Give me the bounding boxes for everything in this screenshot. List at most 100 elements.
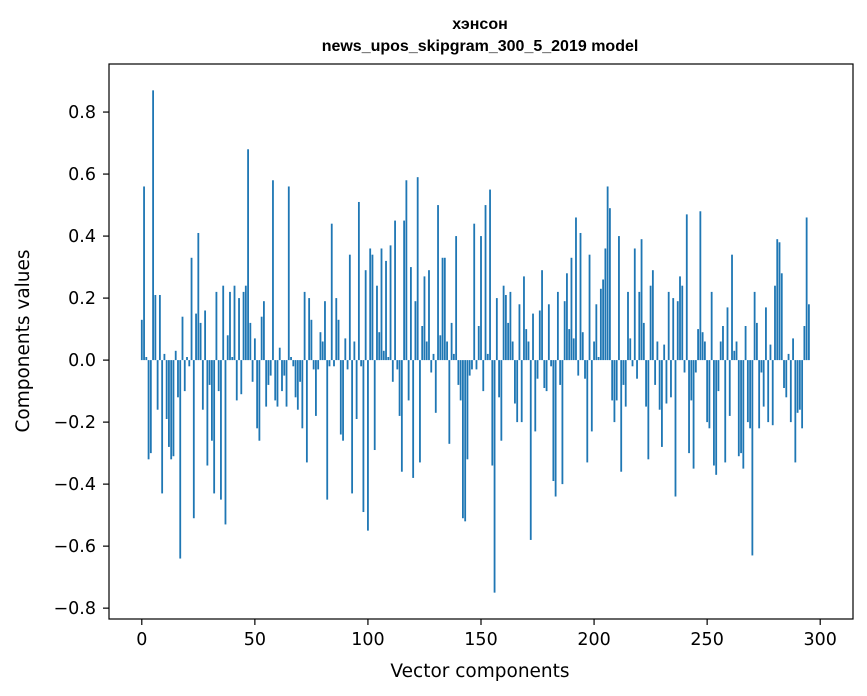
bar-23 — [192, 360, 195, 519]
bar-57 — [269, 360, 272, 376]
bar-137 — [450, 322, 453, 361]
bar-288 — [792, 338, 794, 361]
bar-211 — [618, 236, 620, 361]
bar-149 — [477, 326, 480, 361]
bar-283 — [780, 273, 783, 361]
bar-25 — [197, 232, 200, 361]
bar-204 — [602, 279, 605, 361]
bar-86 — [335, 298, 338, 361]
bar-268 — [746, 360, 749, 423]
bar-125 — [423, 276, 426, 361]
bar-163 — [509, 291, 512, 361]
bar-282 — [778, 242, 781, 361]
bar-52 — [258, 360, 261, 441]
bar-272 — [755, 322, 758, 361]
bar-13 — [170, 360, 173, 460]
y-tick-label: 0.6 — [68, 165, 96, 185]
x-tick-label: 100 — [351, 630, 384, 650]
bar-107 — [382, 350, 385, 361]
bar-78 — [317, 360, 320, 370]
bar-89 — [342, 360, 344, 441]
bar-266 — [742, 360, 745, 469]
bar-285 — [785, 360, 788, 398]
bar-141 — [459, 360, 462, 401]
bar-26 — [199, 322, 202, 361]
x-tick-label: 300 — [804, 630, 837, 650]
bar-12 — [168, 360, 170, 447]
bar-236 — [674, 360, 677, 497]
bar-110 — [389, 245, 392, 361]
bar-171 — [527, 341, 530, 361]
bar-258 — [724, 360, 727, 463]
bar-142 — [462, 360, 464, 519]
bar-164 — [511, 341, 514, 361]
bar-278 — [769, 344, 772, 361]
chart-title: хэнсон — [452, 16, 508, 33]
bar-196 — [584, 360, 586, 379]
bar-179 — [545, 360, 548, 392]
bar-55 — [265, 360, 268, 407]
chart-subtitle: news_upos_skipgram_300_5_2019 model — [322, 38, 639, 55]
bar-281 — [776, 239, 779, 361]
bar-167 — [518, 304, 521, 361]
bar-19 — [183, 360, 186, 392]
bar-122 — [416, 177, 419, 361]
bar-93 — [351, 360, 354, 494]
bar-1 — [143, 186, 145, 361]
bar-41 — [233, 285, 236, 361]
bar-269 — [749, 360, 752, 429]
bar-256 — [719, 341, 722, 361]
bar-9 — [161, 360, 164, 494]
y-tick-label: −0.2 — [54, 413, 97, 433]
y-tick-label: 0.4 — [68, 227, 96, 247]
y-axis-label: Components values — [13, 249, 34, 432]
bar-227 — [654, 360, 657, 385]
bar-232 — [665, 360, 668, 404]
bar-145 — [468, 360, 471, 376]
bar-187 — [563, 301, 566, 361]
bar-83 — [328, 360, 331, 367]
bar-35 — [220, 360, 222, 500]
bar-143 — [464, 360, 467, 522]
bar-92 — [348, 254, 351, 361]
bar-81 — [324, 301, 326, 361]
bar-270 — [751, 360, 754, 556]
bar-94 — [353, 341, 356, 361]
bar-139 — [455, 236, 458, 361]
bar-152 — [484, 205, 487, 361]
bar-4 — [149, 360, 152, 454]
bar-168 — [520, 360, 523, 423]
bar-21 — [188, 360, 191, 367]
bar-54 — [263, 301, 265, 361]
bar-197 — [586, 360, 589, 463]
x-tick-label: 200 — [577, 630, 610, 650]
bar-190 — [570, 257, 573, 361]
bar-246 — [697, 329, 699, 361]
bar-200 — [593, 341, 595, 361]
bar-104 — [376, 285, 378, 361]
bar-124 — [421, 326, 424, 361]
bar-293 — [803, 326, 806, 361]
bar-251 — [708, 360, 711, 429]
bar-17 — [179, 360, 182, 559]
bar-238 — [679, 276, 681, 361]
bar-132 — [439, 335, 442, 361]
bar-133 — [441, 257, 444, 361]
bar-65 — [287, 186, 290, 361]
bar-68 — [294, 360, 297, 398]
bar-88 — [339, 360, 342, 435]
y-tick-label: −0.6 — [54, 537, 97, 557]
bar-155 — [491, 360, 494, 466]
bar-114 — [398, 360, 401, 416]
bar-136 — [448, 360, 451, 444]
bar-165 — [514, 360, 516, 404]
bar-67 — [292, 360, 295, 367]
bar-241 — [685, 214, 688, 361]
bar-263 — [735, 341, 738, 361]
bar-116 — [403, 220, 406, 361]
y-tick-label: −0.4 — [54, 475, 97, 495]
bar-214 — [624, 360, 627, 407]
bar-115 — [400, 360, 403, 472]
bar-131 — [437, 205, 439, 361]
bar-69 — [296, 360, 299, 410]
